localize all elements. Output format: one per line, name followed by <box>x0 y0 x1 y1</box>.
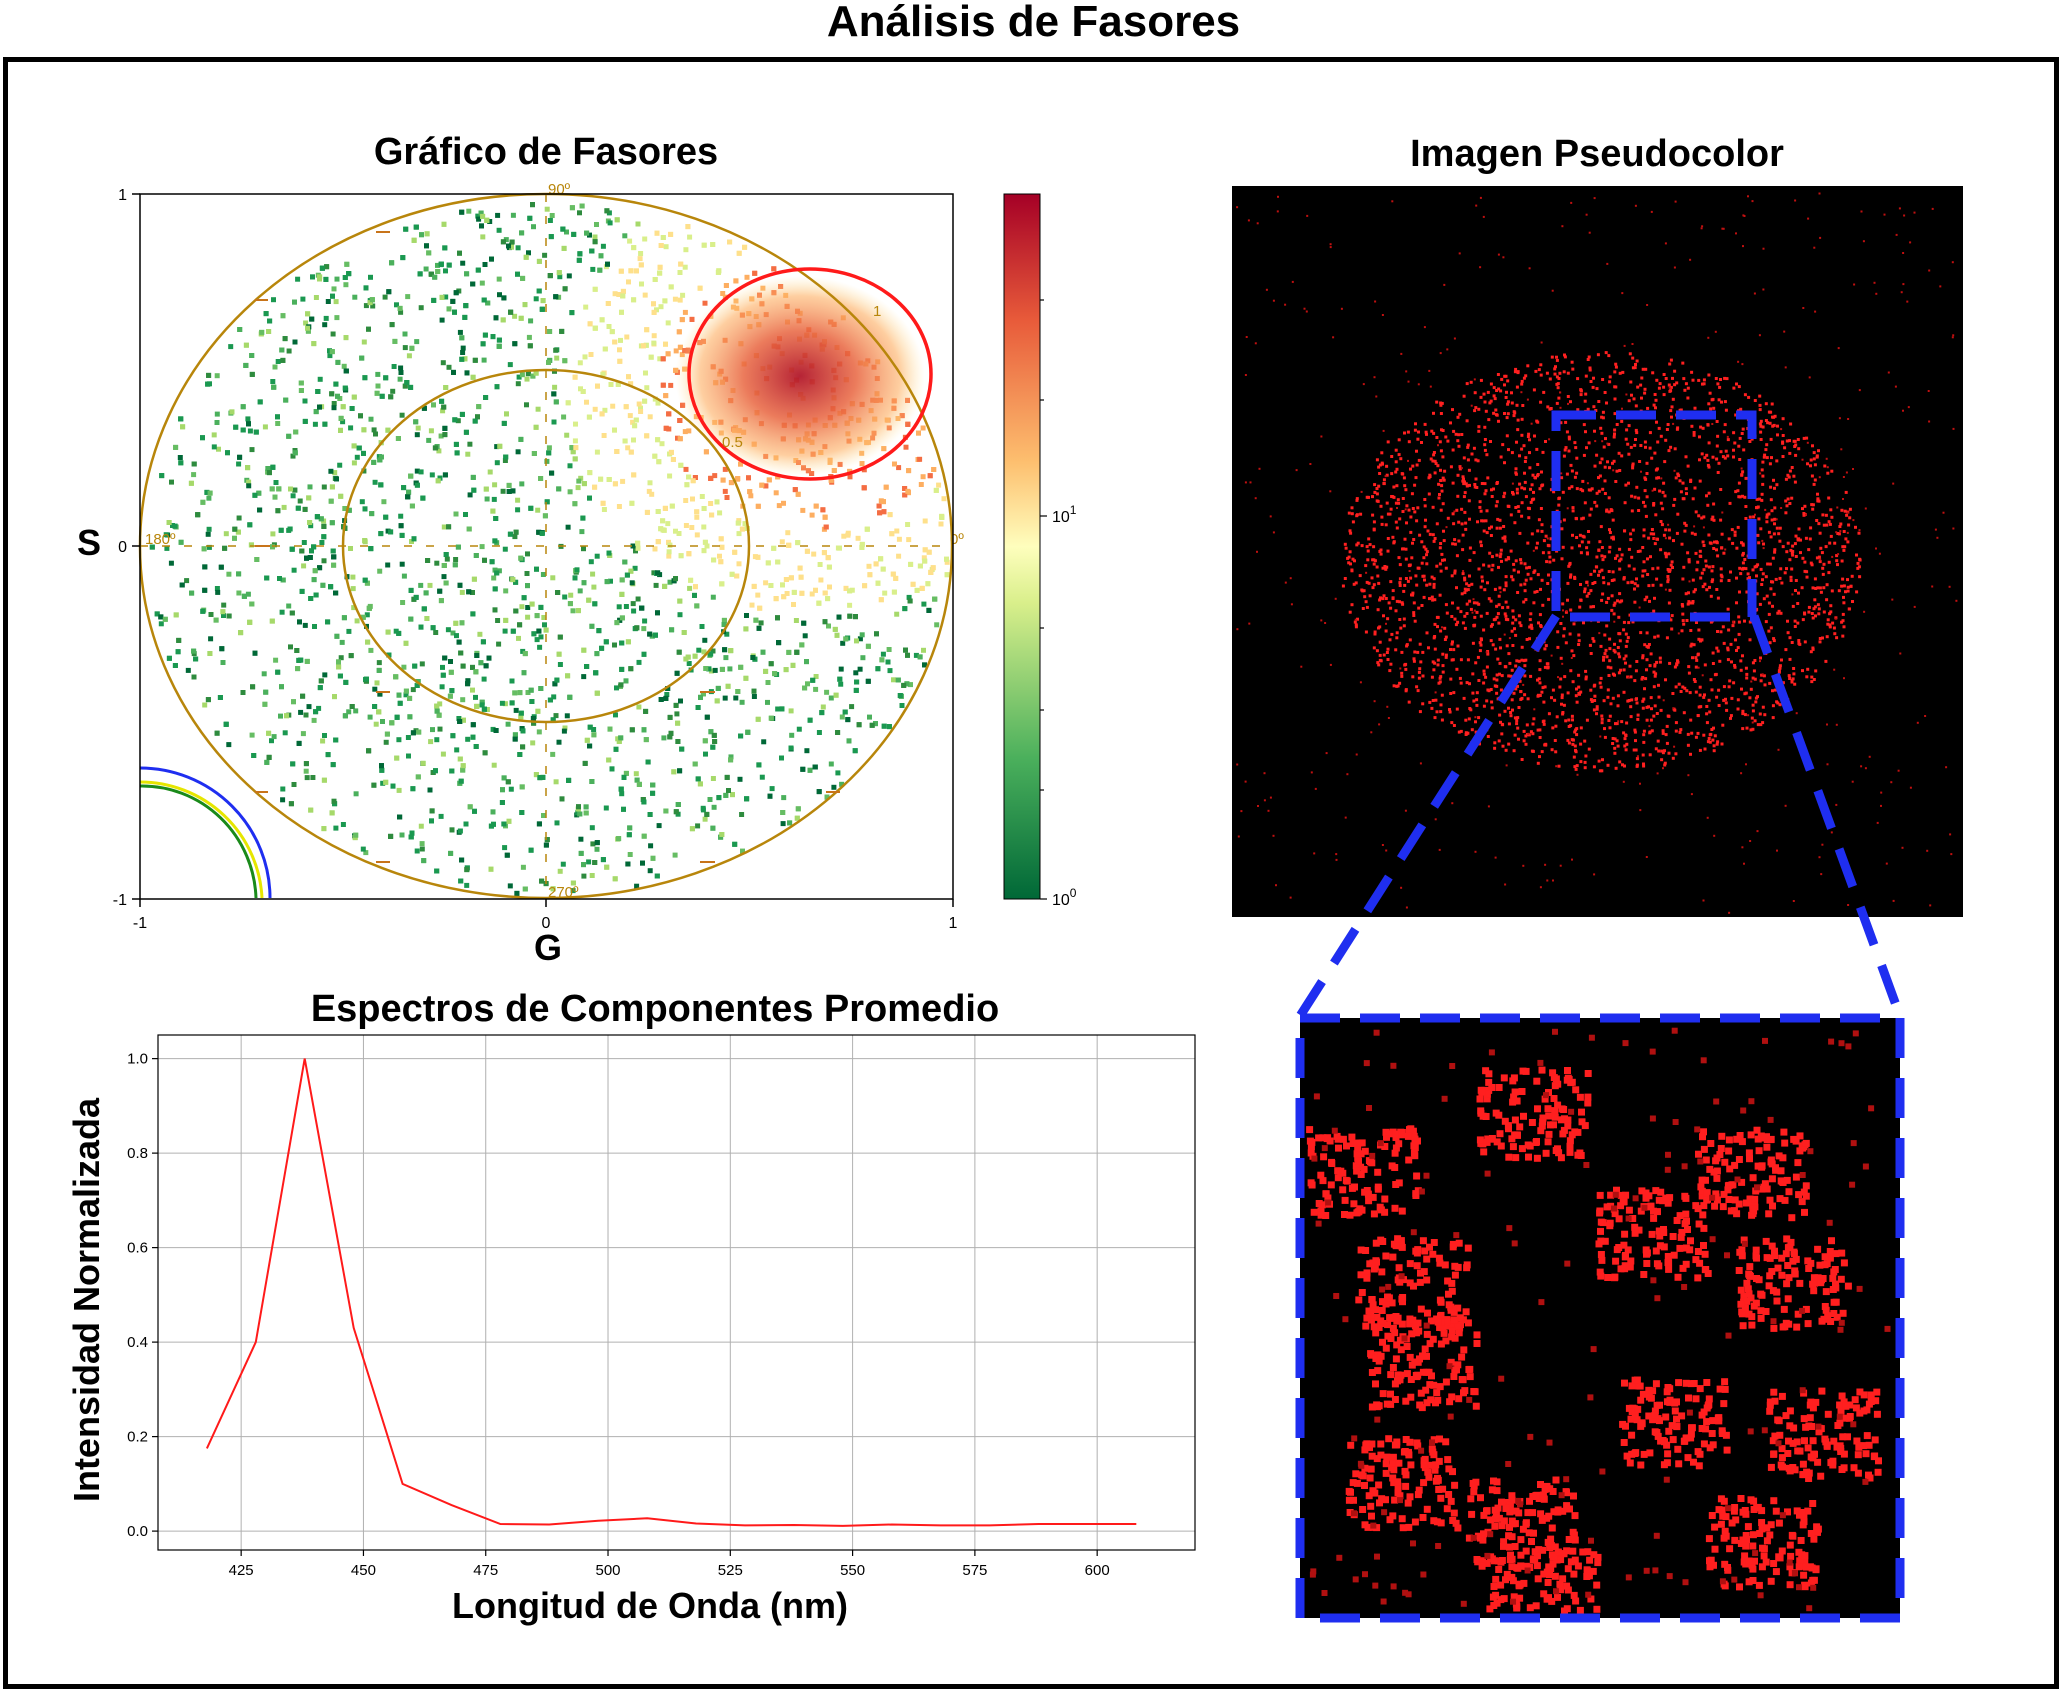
colorbar-tick-10-1: 101 <box>1052 503 1077 526</box>
harmonic-dashes <box>255 231 840 863</box>
angle-label-180: 180º <box>145 531 176 548</box>
angle-label-0: 0º <box>950 531 964 548</box>
spectrum-chart: 425 450 475 500 525 550 575 600 0.0 0.2 0.4 0.6 0.8 1… <box>127 1034 1196 1579</box>
zoomed-inset-border <box>1295 1013 1905 1623</box>
angle-label-270: 270º <box>548 884 579 901</box>
spectrum-ytick-label: 0.2 <box>127 1429 148 1446</box>
angle-label-90: 90º <box>548 181 571 198</box>
main-title: Análisis de Fasores <box>826 0 1241 46</box>
spectrum-ytick-label: 1.0 <box>127 1051 148 1068</box>
selection-circle[interactable] <box>687 267 933 481</box>
phasor-xtick-0: 0 <box>542 915 551 932</box>
spectrum-ytick-label: 0.0 <box>127 1523 148 1540</box>
phasor-xtick-neg1: -1 <box>133 915 147 932</box>
cursor-circles <box>139 766 272 899</box>
zoom-connectors <box>1296 613 1905 1019</box>
zoomed-inset-pixels <box>1306 1027 1891 1615</box>
pseudocolor-title: Imagen Pseudocolor <box>1410 133 1784 175</box>
phasor-ytick-1: 1 <box>118 187 127 204</box>
spectrum-xtick-label: 575 <box>962 1562 987 1579</box>
spectrum-ylabel: Intensidad Normalizada <box>66 1097 107 1502</box>
spectrum-title: Espectros de Componentes Promedio <box>311 988 999 1030</box>
harmonic-label-1: 1 <box>873 303 881 320</box>
spectrum-xtick-label: 600 <box>1085 1562 1110 1579</box>
spectrum-axes-border <box>157 1034 1196 1551</box>
spectrum-ytick-label: 0.6 <box>127 1240 148 1257</box>
harmonic-label-05: 0.5 <box>722 434 743 451</box>
zoom-selection-box[interactable] <box>1551 410 1757 622</box>
spectrum-xtick-label: 425 <box>229 1562 254 1579</box>
phasor-ylabel: S <box>77 522 101 563</box>
colorbar-tick-10-0: 100 <box>1052 886 1077 909</box>
spectrum-series-line <box>205 1058 1137 1527</box>
phasor-ytick-0: 0 <box>118 539 127 556</box>
spectrum-xtick-label: 525 <box>718 1562 743 1579</box>
colorbar-ticks <box>1040 299 1047 900</box>
figure-frame <box>3 57 2059 1689</box>
phasor-title: Gráfico de Fasores <box>374 131 718 173</box>
phasor-ticks <box>132 193 954 907</box>
spectrum-plot-area <box>158 1035 1195 1550</box>
spectrum-xtick-label: 500 <box>596 1562 621 1579</box>
spectrum-ytick-label: 0.4 <box>127 1334 148 1351</box>
spectrum-xtick-label: 450 <box>351 1562 376 1579</box>
phasor-xlabel: G <box>534 927 562 968</box>
pseudocolor-pixels <box>1236 192 1958 914</box>
spectrum-xlabel: Longitud de Onda (nm) <box>452 1585 848 1626</box>
colorbar <box>1003 193 1041 900</box>
spectrum-xtick-label: 475 <box>473 1562 498 1579</box>
phasor-ytick-neg1: -1 <box>113 892 127 909</box>
spectrum-ytick-label: 0.8 <box>127 1145 148 1162</box>
phasor-xtick-1: 1 <box>949 915 958 932</box>
spectrum-xtick-label: 550 <box>840 1562 865 1579</box>
